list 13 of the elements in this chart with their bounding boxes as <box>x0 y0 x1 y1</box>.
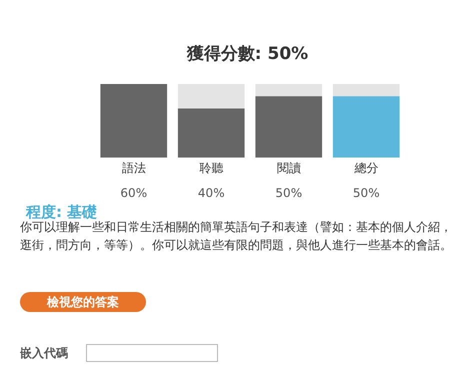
data-label: 60% <box>120 186 148 200</box>
data-label: 50% <box>275 186 302 200</box>
data-label: 40% <box>198 186 225 200</box>
text: 嵌入代碼 <box>20 345 68 362</box>
text: 程度: 基礎 <box>26 203 98 221</box>
x-tick-label: 總分 <box>353 161 378 176</box>
x-tick-label: 語法 <box>122 161 146 176</box>
x-tick-label: 閱讀 <box>276 161 301 176</box>
text: 你可以理解一些和日常生活相關的簡單英語句子和表達（譬如：基本的個人介紹，逛街，問方向，等等）。你可以就這些有限的問題，與他人進行一些基本的會話。 <box>20 220 453 254</box>
text: 檢視您的答案 <box>20 292 146 312</box>
data-label: 50% <box>352 186 380 200</box>
chart-title: 獲得分數: 50% <box>186 43 310 65</box>
x-tick-label: 聆聽 <box>199 161 224 176</box>
